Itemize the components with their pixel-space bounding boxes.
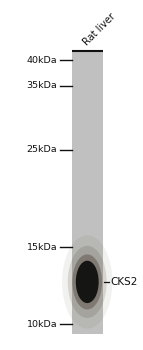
Text: Rat liver: Rat liver bbox=[82, 11, 118, 47]
Text: CKS2: CKS2 bbox=[110, 277, 137, 287]
Text: 15kDa: 15kDa bbox=[27, 243, 57, 252]
Bar bbox=[72, 51, 103, 334]
Text: 35kDa: 35kDa bbox=[26, 81, 57, 90]
Text: 25kDa: 25kDa bbox=[27, 145, 57, 154]
Ellipse shape bbox=[68, 246, 107, 318]
Text: 10kDa: 10kDa bbox=[27, 320, 57, 329]
Ellipse shape bbox=[76, 261, 99, 303]
Text: 40kDa: 40kDa bbox=[27, 56, 57, 64]
Ellipse shape bbox=[72, 254, 102, 309]
Ellipse shape bbox=[62, 235, 112, 329]
